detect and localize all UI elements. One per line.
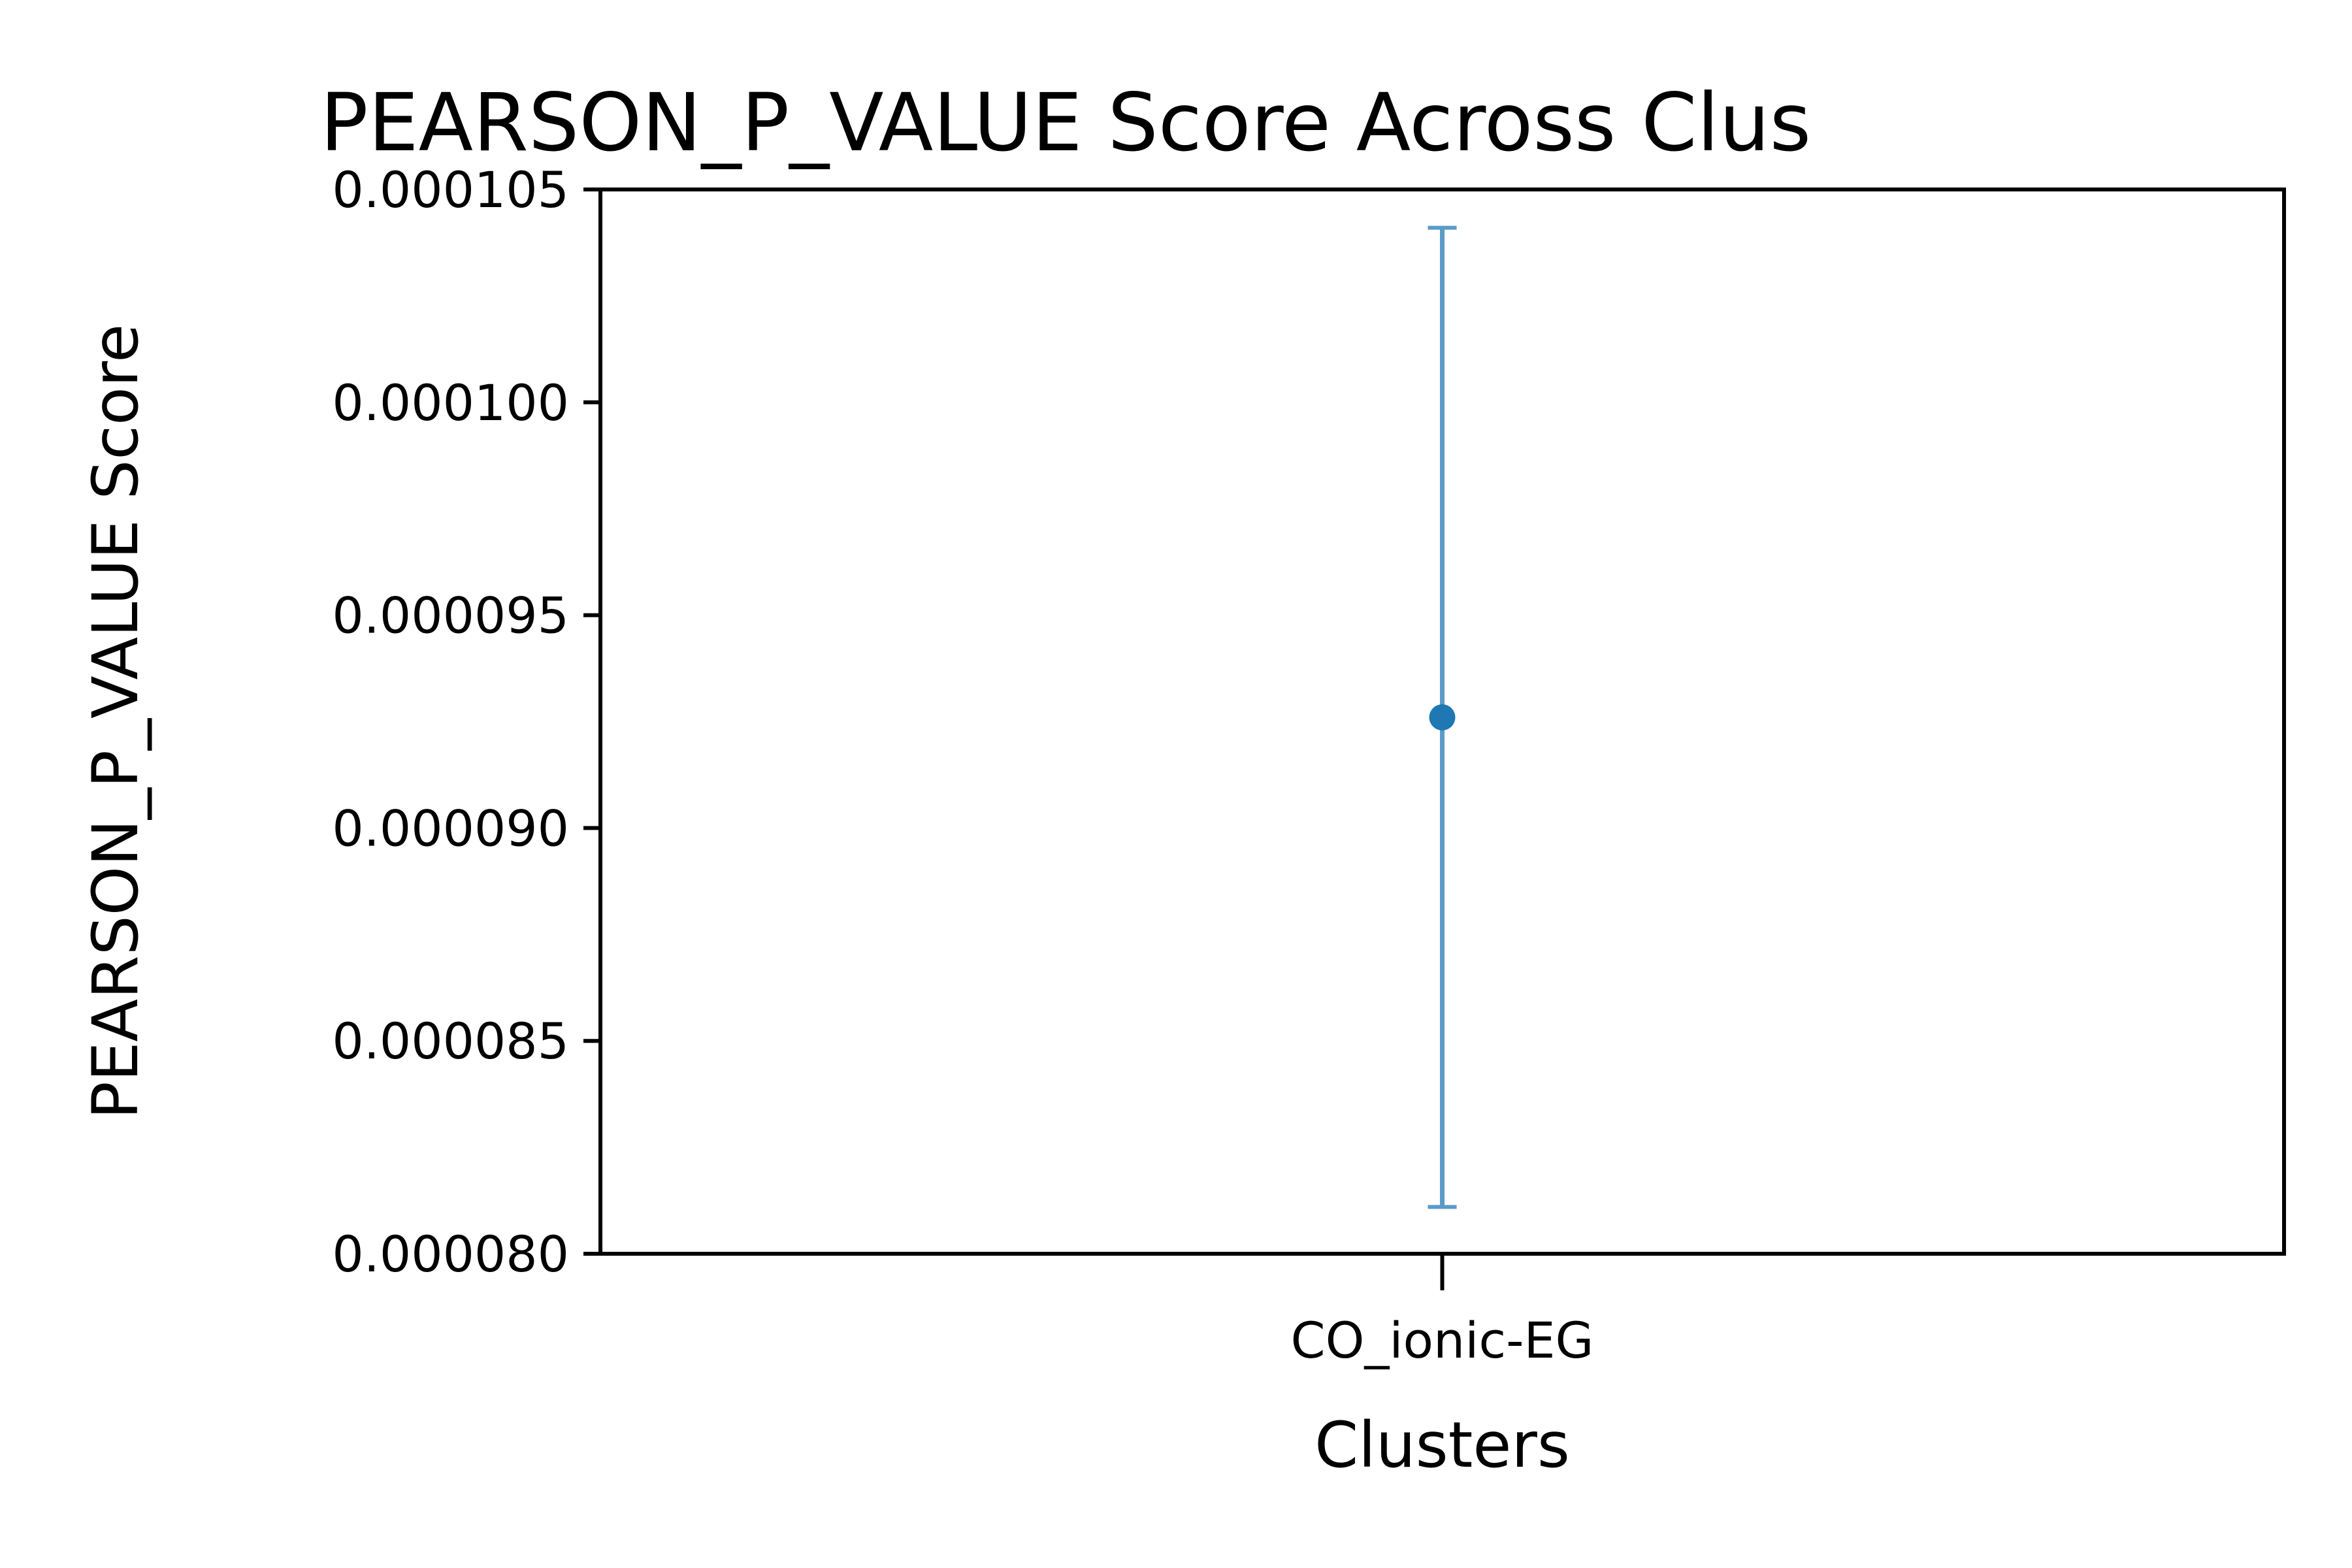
y-tick-label: 0.000105 (332, 161, 569, 219)
data-point (1429, 704, 1456, 730)
chart-title: PEARSON_P_VALUE Score Across Clus (320, 76, 1811, 169)
y-axis-title: PEARSON_P_VALUE Score (79, 324, 152, 1119)
plot-area: 0.000080 0.000085 0.000090 0.000095 0.000100… (332, 161, 2286, 1369)
x-axis-title: Clusters (1315, 1409, 1570, 1482)
y-tick-label: 0.000080 (332, 1225, 569, 1283)
y-tick-label: 0.000095 (332, 587, 569, 645)
y-tick-label: 0.000090 (332, 799, 569, 857)
x-tick-label: CO_ionic-EG (1291, 1311, 1594, 1369)
y-tick-label: 0.000085 (332, 1012, 569, 1070)
y-tick-label: 0.000100 (332, 374, 569, 432)
